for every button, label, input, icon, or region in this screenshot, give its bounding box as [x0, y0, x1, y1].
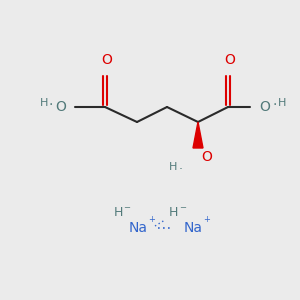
Text: H: H — [169, 162, 177, 172]
Text: O: O — [201, 150, 212, 164]
Text: Na: Na — [184, 221, 202, 235]
Text: O: O — [102, 53, 112, 67]
Polygon shape — [193, 122, 203, 148]
Text: O: O — [259, 100, 270, 114]
Text: Na: Na — [128, 221, 148, 235]
Text: ·: · — [179, 163, 183, 176]
Text: +: + — [148, 215, 155, 224]
Text: ·: · — [49, 98, 53, 112]
Text: O: O — [55, 100, 66, 114]
Text: −: − — [179, 203, 187, 212]
Text: H: H — [40, 98, 48, 108]
Text: H: H — [278, 98, 286, 108]
Text: +: + — [204, 215, 210, 224]
Text: ·: · — [273, 98, 277, 112]
Text: H: H — [168, 206, 178, 220]
Text: −: − — [124, 203, 130, 212]
Text: O: O — [225, 53, 236, 67]
Text: H: H — [113, 206, 123, 220]
